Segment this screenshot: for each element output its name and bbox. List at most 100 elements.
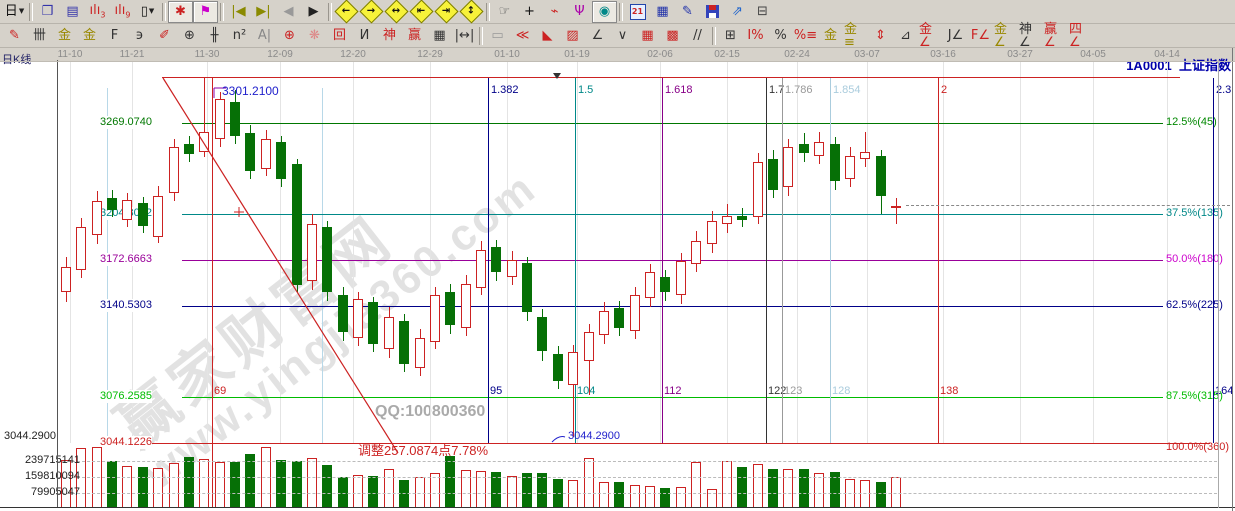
shen-angle-icon[interactable]: 神∠: [1019, 21, 1033, 50]
first-page-icon[interactable]: |◀: [231, 4, 246, 19]
date-tick: 04-05: [1080, 49, 1106, 60]
angle-lines-icon[interactable]: ∠: [591, 28, 604, 43]
pattern-icon[interactable]: ◉: [592, 0, 617, 23]
fan-tool-icon[interactable]: ◣: [542, 28, 553, 43]
volume-bar: [860, 480, 870, 508]
j-angle-icon[interactable]: J∠: [947, 28, 964, 43]
rect-tool-icon[interactable]: ▭: [491, 28, 504, 43]
fib-count-label: 128: [832, 385, 851, 397]
date-gridline: [1167, 62, 1168, 443]
percent-icon[interactable]: %: [774, 28, 787, 43]
gann-ruler-icon[interactable]: ╫: [210, 28, 219, 43]
date-tick: 12-20: [340, 49, 366, 60]
volume-bar: [676, 487, 686, 508]
shen-tool-icon[interactable]: 神: [382, 28, 396, 43]
fib-count-label: 123: [784, 385, 803, 397]
golden-section-icon[interactable]: 金: [57, 28, 71, 43]
gold-angle2-icon[interactable]: 金∠: [994, 21, 1008, 50]
volume-bar: [138, 467, 148, 508]
info-board-icon[interactable]: ▤: [66, 4, 79, 19]
candle: [276, 142, 286, 179]
n-square-icon[interactable]: n²: [232, 28, 247, 43]
candle: [261, 139, 271, 169]
fib-count-label: 122: [768, 385, 787, 397]
gold-lines-icon[interactable]: 金≡: [844, 21, 858, 50]
candle: [199, 132, 209, 152]
prev-bar-icon[interactable]: ◀: [283, 4, 294, 19]
fib-price-line: [182, 260, 1163, 261]
candle: [753, 162, 763, 217]
candle: [322, 227, 332, 292]
date-tick: 12-09: [267, 49, 293, 60]
four-angle-icon[interactable]: 四∠: [1069, 21, 1083, 50]
notepad-icon[interactable]: ✎: [682, 4, 693, 19]
parallel-lines-icon[interactable]: //: [693, 28, 702, 43]
loss-percent-icon[interactable]: Ⅰ%: [747, 28, 764, 43]
volume-bar: [122, 466, 132, 508]
gold-circle-icon[interactable]: 金: [823, 28, 837, 43]
candle: [230, 102, 240, 136]
stamp-icon[interactable]: Ψ: [574, 4, 585, 19]
gann-box-icon[interactable]: 回: [332, 28, 346, 43]
candle: [169, 147, 179, 193]
date-gridline: [1093, 62, 1094, 443]
text-note-icon[interactable]: A|: [257, 28, 272, 43]
measure-pencil-icon[interactable]: ✐: [159, 28, 170, 43]
fib-ratio-label: 1.5: [578, 84, 594, 96]
percent-lines-icon[interactable]: %≡: [793, 28, 818, 43]
angle-eq-icon[interactable]: ⊿: [900, 28, 911, 43]
send-icon[interactable]: ⇗: [732, 4, 743, 19]
candle: [522, 263, 532, 312]
gold-angle-icon[interactable]: 金∠: [919, 21, 933, 50]
gann-percent-lines-icon[interactable]: 卌: [32, 28, 46, 43]
exrights-icon[interactable]: ✱: [168, 0, 193, 23]
minute-chart-3-icon[interactable]: ılı3: [89, 2, 106, 20]
ying-tool-icon[interactable]: 赢: [407, 28, 421, 43]
volume-bar: [153, 468, 163, 508]
wave-count-icon[interactable]: И: [359, 28, 370, 43]
draw-pencil-icon[interactable]: ✎: [9, 28, 20, 43]
volume-bar: [230, 462, 240, 508]
square-fan-icon[interactable]: ▨: [566, 28, 579, 43]
candle-style-dropdown[interactable]: ▯ ▼: [140, 4, 155, 19]
print-icon[interactable]: ⊟: [757, 4, 768, 19]
spiral-icon[interactable]: ϶: [135, 28, 144, 43]
fib-channel-icon[interactable]: F: [110, 28, 119, 43]
fib-price-line: [182, 214, 1163, 215]
gann-grid-shift-icon[interactable]: ▩: [666, 28, 679, 43]
calendar-icon[interactable]: 21: [625, 1, 650, 23]
candle: [338, 295, 348, 332]
minute-chart-9-icon[interactable]: ılı9: [114, 2, 131, 20]
zigzag-icon[interactable]: ∨: [617, 28, 628, 43]
gann-grid-icon[interactable]: ▦: [641, 28, 654, 43]
next-bar-icon[interactable]: ▶: [308, 4, 319, 19]
gann-web-icon[interactable]: ❋: [309, 28, 320, 43]
candle: [76, 227, 86, 270]
speed-lines-icon[interactable]: ≪: [515, 28, 530, 43]
volume-bar: [691, 462, 701, 508]
ying-angle-icon[interactable]: 赢∠: [1044, 21, 1058, 50]
fib-ratio-label: 1.786: [785, 84, 813, 96]
golden-extension-icon[interactable]: 金: [82, 28, 96, 43]
mark-line-icon[interactable]: ⌁: [550, 4, 559, 19]
candle: [184, 144, 194, 154]
ruler-123-icon[interactable]: ▦: [433, 28, 446, 43]
last-page-icon[interactable]: ▶|: [256, 4, 271, 19]
draw-flag-icon[interactable]: ⚑: [193, 0, 218, 23]
peak-price-annotation: 3301.2100: [222, 84, 279, 98]
hand-drag-icon[interactable]: ☞: [498, 4, 511, 19]
gann-compass-icon[interactable]: ⊕: [284, 28, 295, 43]
window-mode-icon[interactable]: ❒: [41, 4, 54, 19]
toolbar-separator: [29, 2, 33, 21]
save-icon[interactable]: [700, 1, 725, 23]
vertical-measure-icon[interactable]: ⇕: [875, 28, 886, 43]
percent-box-icon[interactable]: ⊞: [725, 28, 736, 43]
crosshair-icon[interactable]: +: [524, 4, 535, 19]
f-angle-icon[interactable]: F∠: [970, 28, 991, 43]
width-measure-icon[interactable]: |↔|: [454, 28, 475, 43]
period-day-dropdown[interactable]: 日 ▼: [4, 4, 25, 19]
time-cycle-icon[interactable]: ⊕: [184, 28, 195, 43]
calculator-icon[interactable]: ▦: [656, 4, 669, 19]
candle: [783, 147, 793, 187]
